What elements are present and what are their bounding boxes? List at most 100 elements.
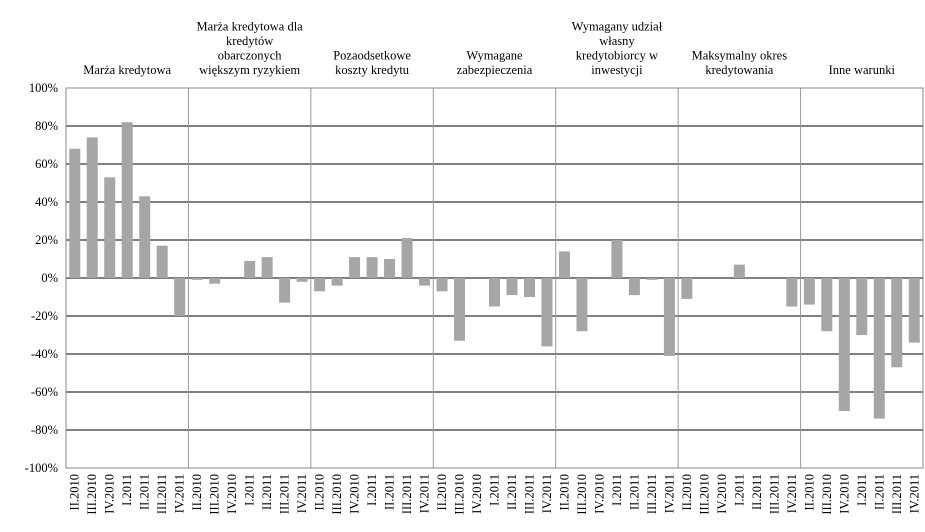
x-tick-label: I.2011 (610, 474, 624, 506)
y-tick-label: 0% (41, 271, 58, 285)
plot-border (65, 87, 924, 469)
x-tick-label: III.2011 (890, 474, 904, 514)
bar (401, 238, 413, 278)
bar (384, 259, 396, 278)
group-label: kredytowania (705, 63, 773, 77)
y-tick-label: 40% (35, 195, 58, 209)
x-tick-label: IV.2010 (592, 474, 606, 514)
group-label: Pozaodsetkowe (333, 49, 411, 63)
bar (838, 278, 850, 411)
bar (349, 257, 361, 278)
bar (69, 148, 81, 278)
x-tick-label: III.2010 (330, 474, 344, 515)
bar (558, 251, 570, 278)
bar (506, 278, 518, 296)
x-tick-label: IV.2011 (418, 474, 432, 513)
x-tick-label: IV.2011 (907, 474, 921, 513)
group-label: Marża kredytowa (83, 63, 171, 77)
x-tick-label: II.2011 (383, 474, 397, 510)
bar (314, 278, 326, 292)
bar (873, 278, 885, 419)
x-tick-label: II.2011 (627, 474, 641, 510)
group-label: Wymagane (466, 49, 523, 63)
bar (121, 122, 133, 278)
x-tick-label: II.2010 (190, 474, 204, 510)
x-tick-label: III.2011 (278, 474, 292, 514)
x-tick-label: IV.2010 (715, 474, 729, 514)
x-tick-label: IV.2011 (785, 474, 799, 513)
bar (733, 264, 745, 278)
x-tick-label: IV.2011 (662, 474, 676, 513)
group-label: większym ryzykiem (199, 63, 300, 77)
x-tick-label: IV.2010 (103, 474, 117, 514)
group-label: Maksymalny okres (692, 49, 788, 63)
bar (856, 278, 868, 335)
x-tick-label: IV.2010 (225, 474, 239, 514)
bar (663, 278, 675, 356)
x-tick-label: III.2011 (767, 474, 781, 514)
x-tick-label: II.2011 (505, 474, 519, 510)
x-tick-label: IV.2011 (173, 474, 187, 513)
y-tick-label: -20% (31, 309, 58, 323)
x-tick-label: II.2010 (680, 474, 694, 510)
bar (104, 177, 116, 278)
x-tick-label: II.2011 (750, 474, 764, 510)
group-label: koszty kredytu (335, 63, 410, 77)
bar (419, 278, 431, 286)
y-tick-label: 80% (35, 119, 58, 133)
x-tick-label: I.2011 (855, 474, 869, 506)
bar (244, 260, 256, 278)
x-tick-label: II.2011 (872, 474, 886, 510)
bar (541, 278, 553, 347)
group-label: Inne warunki (829, 63, 896, 77)
group-label: obarczonych (218, 49, 283, 63)
x-tick-label: III.2011 (522, 474, 536, 514)
x-tick-label: II.2010 (313, 474, 327, 510)
bar (628, 278, 640, 296)
bar (646, 278, 658, 280)
group-label: Wymagany udział (572, 20, 663, 34)
group-label: kredytów (226, 34, 273, 48)
y-tick-label: 20% (35, 233, 58, 247)
x-tick-label: II.2011 (138, 474, 152, 510)
bar (139, 196, 151, 278)
bar (209, 278, 221, 284)
bar (908, 278, 920, 343)
x-tick-label: III.2011 (645, 474, 659, 514)
x-tick-label: I.2011 (243, 474, 257, 506)
y-tick-label: -40% (31, 347, 58, 361)
x-tick-label: IV.2010 (348, 474, 362, 514)
group-label: inwestycji (591, 63, 643, 77)
bar (489, 278, 500, 307)
x-tick-label: III.2010 (820, 474, 834, 515)
bar (436, 278, 448, 292)
bar (681, 278, 693, 299)
bar (261, 257, 273, 278)
x-tick-label: III.2010 (697, 474, 711, 515)
bar (296, 278, 308, 282)
x-tick-label: II.2010 (68, 474, 82, 510)
bar (86, 137, 98, 278)
x-tick-label: II.2010 (802, 474, 816, 510)
y-tick-label: -60% (31, 385, 58, 399)
bar (576, 278, 588, 332)
x-tick-label: II.2010 (435, 474, 449, 510)
bar (786, 278, 798, 307)
bar (174, 278, 186, 316)
bar (821, 278, 833, 332)
x-tick-label: I.2011 (120, 474, 134, 506)
bar (156, 245, 168, 278)
x-tick-label: IV.2011 (295, 474, 309, 513)
group-label: zabezpieczenia (457, 63, 533, 77)
y-tick-label: -100% (25, 461, 58, 475)
bar (191, 278, 203, 280)
x-tick-label: I.2011 (365, 474, 379, 506)
x-tick-label: I.2011 (488, 474, 502, 506)
y-tick-label: 60% (35, 157, 58, 171)
bar (279, 278, 291, 303)
group-label: własny (599, 34, 635, 48)
x-tick-label: III.2010 (575, 474, 589, 515)
bar (331, 278, 343, 286)
x-tick-label: II.2010 (557, 474, 571, 510)
